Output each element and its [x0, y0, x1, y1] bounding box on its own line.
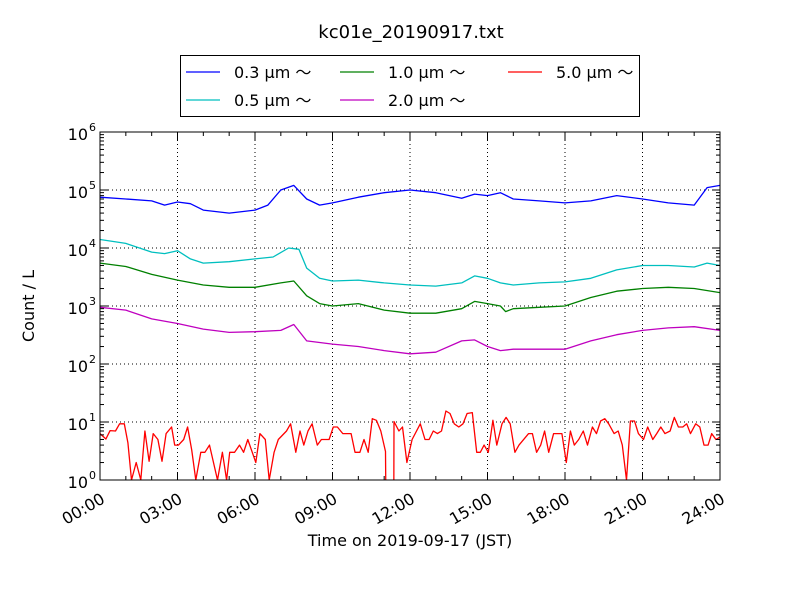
- x-tick-label: 00:00: [59, 489, 108, 529]
- y-tick-label-exponent: 5: [89, 179, 96, 192]
- y-tick-label-base: 10: [68, 241, 88, 260]
- x-tick-label: 24:00: [679, 489, 728, 529]
- chart-title: kc01e_20190917.txt: [318, 22, 503, 43]
- y-tick-label-exponent: 3: [89, 295, 96, 308]
- legend-label: 2.0 μm ～: [388, 91, 465, 110]
- x-axis-label: Time on 2019-09-17 (JST): [307, 531, 512, 550]
- series-line-1-0um: [100, 262, 720, 314]
- series-line-0-3um: [100, 184, 720, 214]
- x-tick-label: 18:00: [524, 489, 573, 529]
- axis-ticks: [99, 131, 721, 481]
- x-tick-label: 06:00: [214, 489, 263, 529]
- legend-label: 0.5 μm ～: [234, 91, 311, 110]
- y-axis-label: Count / L: [19, 270, 38, 342]
- legend: 0.3 μm ～ 0.5 μm ～ 1.0 μm ～ 2.0 μm ～ 5.0 μm ～: [180, 55, 640, 117]
- y-tick-label-exponent: 0: [89, 469, 96, 482]
- series-lines: [100, 184, 720, 480]
- y-tick-label-exponent: 1: [89, 411, 96, 424]
- legend-box: [180, 55, 640, 117]
- legend-label: 1.0 μm ～: [388, 63, 465, 82]
- x-tick-labels: 00:00 03:00 06:00 09:00 12:00 15:00 18:00 21:00…: [59, 489, 728, 529]
- series-line-2-0um: [100, 306, 720, 355]
- legend-label: 5.0 μm ～: [556, 63, 633, 82]
- x-tick-label: 03:00: [136, 489, 185, 529]
- y-tick-label-base: 10: [68, 299, 88, 318]
- series-line-5-0um: [100, 410, 720, 480]
- series-line-0-5um: [100, 238, 720, 287]
- y-tick-label-base: 10: [68, 415, 88, 434]
- y-tick-label-base: 10: [68, 473, 88, 492]
- y-tick-label-exponent: 6: [89, 121, 96, 134]
- y-tick-label-exponent: 4: [89, 237, 96, 250]
- grid-lines: [100, 132, 720, 480]
- x-tick-label: 12:00: [369, 489, 418, 529]
- x-tick-label: 15:00: [446, 489, 495, 529]
- y-tick-label-base: 10: [68, 183, 88, 202]
- y-tick-label-exponent: 2: [89, 353, 96, 366]
- x-tick-label: 21:00: [601, 489, 650, 529]
- y-tick-label-base: 10: [68, 125, 88, 144]
- y-tick-label-base: 10: [68, 357, 88, 376]
- x-tick-label: 09:00: [291, 489, 340, 529]
- legend-label: 0.3 μm ～: [234, 63, 311, 82]
